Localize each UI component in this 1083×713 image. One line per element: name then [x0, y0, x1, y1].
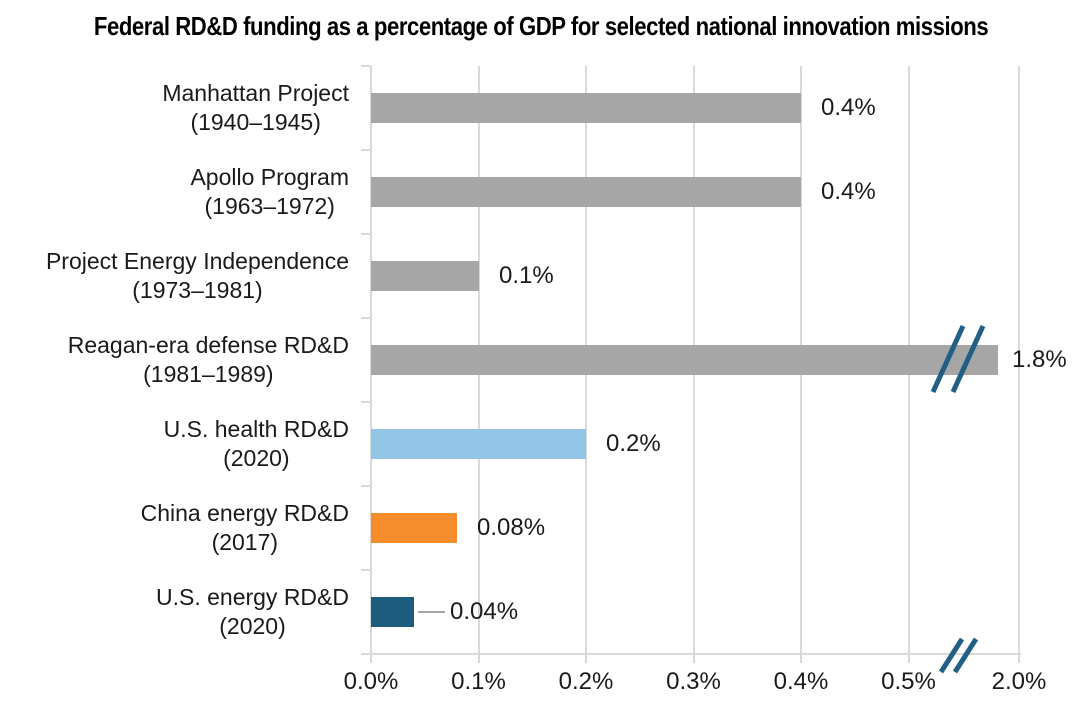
bar: [371, 429, 586, 459]
category-axis-tick: [361, 149, 371, 151]
category-period: (2020): [223, 445, 290, 471]
category-label-text: China energy RD&D (2017): [141, 499, 349, 557]
category-axis-tick: [361, 485, 371, 487]
category-label-text: Reagan-era defense RD&D (1981–1989): [68, 331, 349, 389]
category-name: Manhattan Project: [162, 80, 349, 106]
category-axis-tick: [361, 401, 371, 403]
category-period: (2020): [219, 613, 286, 639]
category-axis-tick: [361, 569, 371, 571]
x-tick-label: 2.0%: [991, 668, 1047, 695]
category-label-text: Apollo Program (1963–1972): [190, 163, 349, 221]
x-tick-label: 0.3%: [666, 668, 721, 695]
x-axis-tick-labels: 0.0% 0.1% 0.2% 0.3% 0.4% 0.5% 2.0%: [344, 668, 1071, 698]
x-tick-label: 0.4%: [773, 668, 829, 695]
bar: [371, 345, 998, 375]
category-axis: Manhattan Project (1940–1945) Apollo Progr…: [0, 66, 349, 654]
x-tick-label: 0.2%: [558, 668, 614, 695]
category-axis-tick: [361, 65, 371, 67]
category-period: (1981–1989): [143, 361, 274, 387]
category-name: Project Energy Independence: [45, 248, 349, 274]
category-axis-tick: [361, 233, 371, 235]
category-name: U.S. health RD&D: [163, 416, 349, 442]
category-period: (1973–1981): [132, 277, 263, 303]
category-axis-tick: [361, 317, 371, 319]
category-label: Manhattan Project (1940–1945): [0, 66, 349, 150]
x-tick-label: 0.5%: [881, 668, 936, 695]
bar-value-label: 0.04%: [450, 598, 519, 625]
category-label-text: Manhattan Project (1940–1945): [162, 79, 349, 137]
category-period: (1963–1972): [204, 193, 335, 219]
bar-value-label: 0.4%: [821, 94, 876, 121]
category-label: Project Energy Independence (1973–1981): [0, 234, 349, 318]
bar-value-label: 0.08%: [477, 514, 546, 541]
category-name: Apollo Program: [190, 164, 349, 190]
category-period: (1940–1945): [190, 109, 321, 135]
bar-value-label: 0.4%: [821, 178, 876, 205]
category-name: U.S. energy RD&D: [155, 584, 349, 610]
category-period: (2017): [211, 529, 279, 555]
bar-value-label: 1.8%: [1012, 346, 1067, 373]
x-tick-label: 0.1%: [451, 668, 506, 695]
bar-value-label: 0.1%: [499, 262, 554, 289]
bar: [371, 177, 801, 207]
category-label-text: Project Energy Independence (1973–1981): [46, 247, 349, 305]
category-axis-tick: [361, 653, 371, 655]
category-label-text: U.S. energy RD&D (2020): [156, 583, 349, 641]
category-label-text: U.S. health RD&D (2020): [164, 415, 349, 473]
category-label: U.S. health RD&D (2020): [0, 402, 349, 486]
leader-line: [418, 611, 445, 613]
category-name: China energy RD&D: [140, 500, 349, 526]
chart-title: Federal RD&D funding as a percentage of …: [0, 11, 1083, 42]
grid-line: [1018, 66, 1020, 663]
x-axis-line: [361, 653, 1021, 655]
x-tick-label: 0.0%: [343, 668, 399, 695]
chart-title-text: Federal RD&D funding as a percentage of …: [94, 11, 989, 41]
bar: [371, 513, 457, 543]
category-label: U.S. energy RD&D (2020): [0, 570, 349, 654]
category-label: Apollo Program (1963–1972): [0, 150, 349, 234]
category-label: Reagan-era defense RD&D (1981–1989): [0, 318, 349, 402]
plot-area: 0.4% 0.4% 0.1% 1.8% 0.2% 0.08% 0.04%: [361, 65, 1067, 663]
category-label: China energy RD&D (2017): [0, 486, 349, 570]
category-name: Reagan-era defense RD&D: [67, 332, 349, 358]
bar: [371, 261, 479, 291]
bar: [371, 597, 414, 627]
bar: [371, 93, 801, 123]
bar-value-label: 0.2%: [606, 430, 661, 457]
